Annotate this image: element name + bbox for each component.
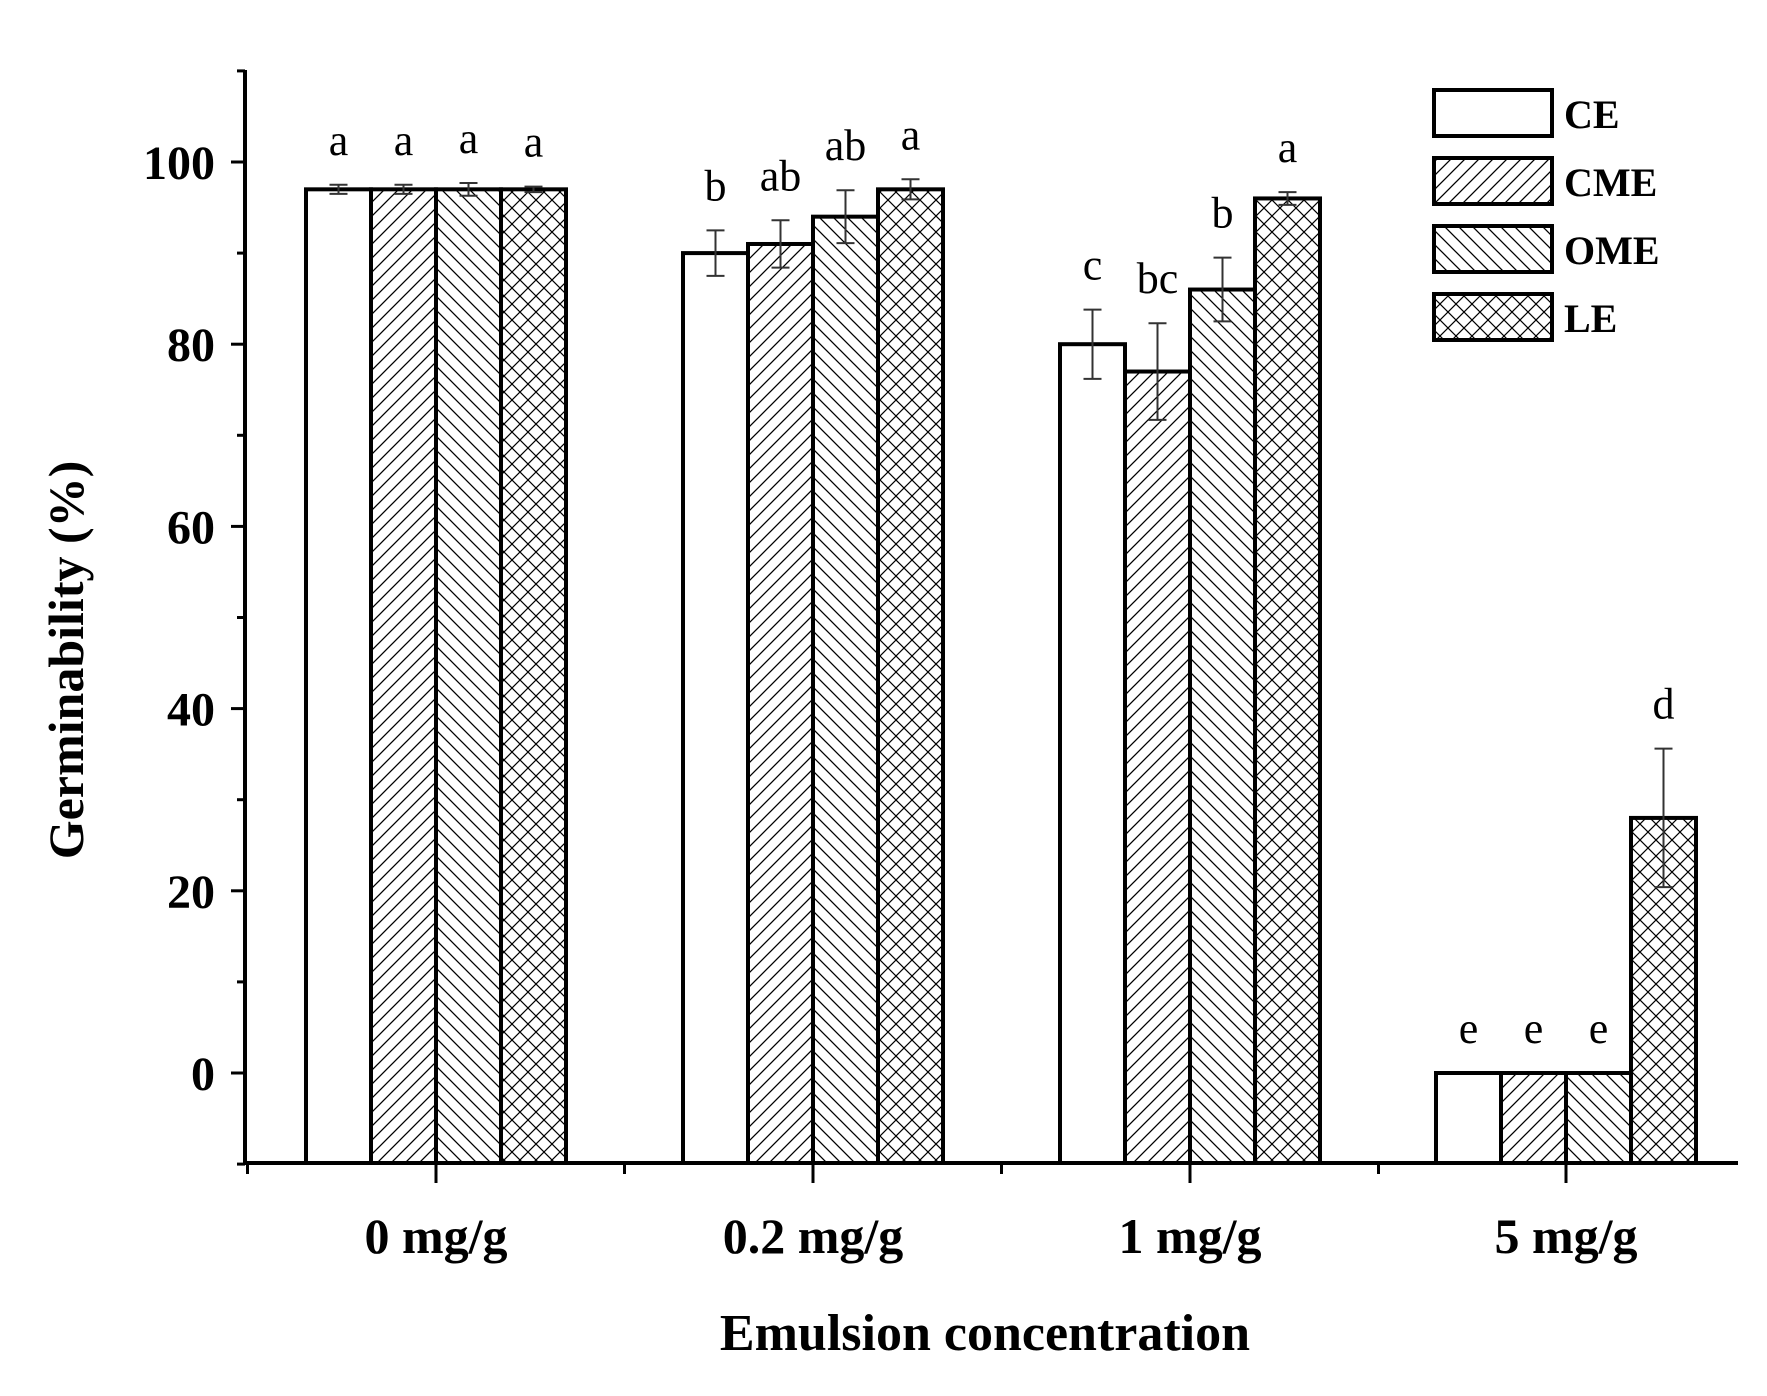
sig-letter-ome-0-mg-g: a (459, 114, 479, 163)
sig-letter-ome-0-2-mg-g: ab (825, 121, 867, 170)
bar-cme-1-mg-g (1123, 369, 1192, 1165)
legend-swatch-ce (1432, 88, 1554, 138)
bar-ome-0-2-mg-g (811, 214, 880, 1166)
sig-letter-ce-1-mg-g: c (1083, 241, 1103, 290)
x-ticks: 0 mg/g 0.2 mg/g 1 mg/g 5 mg/g (246, 1163, 1638, 1264)
legend-item-le: LE (1432, 292, 1617, 342)
error-bar-le-1-mg-g (1278, 191, 1297, 206)
legend-label-le: LE (1564, 296, 1617, 341)
error-bar-ome-0-2-mg-g (836, 189, 855, 245)
error-bar-le-0-2-mg-g (901, 178, 920, 201)
error-bar-le-0-mg-g (524, 185, 543, 194)
sig-letter-ce-5-mg-g: e (1459, 1004, 1479, 1053)
bar-le-0-2-mg-g (876, 187, 945, 1165)
error-bar-ce-0-2-mg-g (706, 229, 725, 277)
bars (304, 187, 1698, 1166)
bar-ce-0-mg-g (304, 187, 373, 1165)
legend-label-ce: CE (1564, 92, 1620, 137)
sig-letter-cme-1-mg-g: bc (1137, 254, 1179, 303)
x-tick-label-1-mg-g: 1 mg/g (1118, 1208, 1261, 1264)
legend-item-ce: CE (1432, 88, 1620, 138)
y-tick-label-80: 80 (167, 319, 215, 372)
y-tick-label-100: 100 (143, 137, 215, 190)
bar-ome-0-mg-g (434, 187, 503, 1165)
error-bar-ce-0-mg-g (329, 183, 348, 195)
legend-swatch-cme (1432, 156, 1554, 206)
x-tick-label-5-mg-g: 5 mg/g (1494, 1208, 1637, 1264)
legend-item-cme: CME (1432, 156, 1657, 206)
legend-label-ome: OME (1564, 228, 1660, 273)
bar-cme-0-2-mg-g (746, 241, 815, 1166)
y-axis-label: Germinability (%) (38, 461, 94, 860)
legend: CE CME OME LE (1432, 88, 1660, 342)
bar-le-1-mg-g (1253, 196, 1322, 1165)
legend-label-cme: CME (1564, 160, 1657, 205)
sig-letter-cme-0-2-mg-g: ab (760, 151, 802, 200)
y-tick-label-40: 40 (167, 684, 215, 737)
sig-letter-ce-0-2-mg-g: b (705, 161, 727, 210)
y-tick-label-60: 60 (167, 501, 215, 554)
y-tick-label-20: 20 (167, 866, 215, 919)
bar-ome-1-mg-g (1188, 287, 1257, 1166)
error-bar-cme-0-2-mg-g (771, 219, 790, 269)
legend-item-ome: OME (1432, 224, 1660, 274)
x-tick-label-0-mg-g: 0 mg/g (364, 1208, 507, 1264)
y-tick-label-0: 0 (191, 1048, 215, 1101)
bar-ome-5-mg-g (1564, 1071, 1633, 1165)
sig-letter-cme-5-mg-g: e (1524, 1004, 1544, 1053)
x-axis-label: Emulsion concentration (720, 1305, 1250, 1362)
x-tick-label-0-2-mg-g: 0.2 mg/g (723, 1208, 904, 1264)
sig-letter-le-5-mg-g: d (1653, 680, 1675, 729)
sig-letter-ome-5-mg-g: e (1589, 1004, 1609, 1053)
error-bar-ome-1-mg-g (1213, 256, 1232, 323)
legend-swatch-le (1432, 292, 1554, 342)
sig-letter-cme-0-mg-g: a (394, 116, 414, 165)
bar-le-0-mg-g (499, 187, 568, 1165)
sig-letter-ce-0-mg-g: a (329, 116, 349, 165)
sig-letter-le-0-mg-g: a (524, 118, 544, 167)
bar-cme-5-mg-g (1499, 1071, 1568, 1165)
bar-ce-1-mg-g (1058, 342, 1127, 1165)
error-bar-cme-1-mg-g (1148, 322, 1167, 421)
error-bar-le-5-mg-g (1654, 747, 1673, 889)
sig-letter-le-0-2-mg-g: a (901, 110, 921, 159)
y-ticks: 0 20 40 60 80 100 (143, 69, 245, 1166)
error-bar-cme-0-mg-g (394, 183, 413, 195)
bar-ce-5-mg-g (1434, 1071, 1503, 1165)
legend-swatch-ome (1432, 224, 1554, 274)
error-bars (329, 178, 1673, 889)
error-bar-ome-0-mg-g (459, 181, 478, 197)
sig-letter-le-1-mg-g: a (1278, 123, 1298, 172)
bar-cme-0-mg-g (369, 187, 438, 1165)
error-bar-ce-1-mg-g (1083, 308, 1102, 380)
sig-letter-ome-1-mg-g: b (1212, 189, 1234, 238)
bar-ce-0-2-mg-g (681, 251, 750, 1166)
